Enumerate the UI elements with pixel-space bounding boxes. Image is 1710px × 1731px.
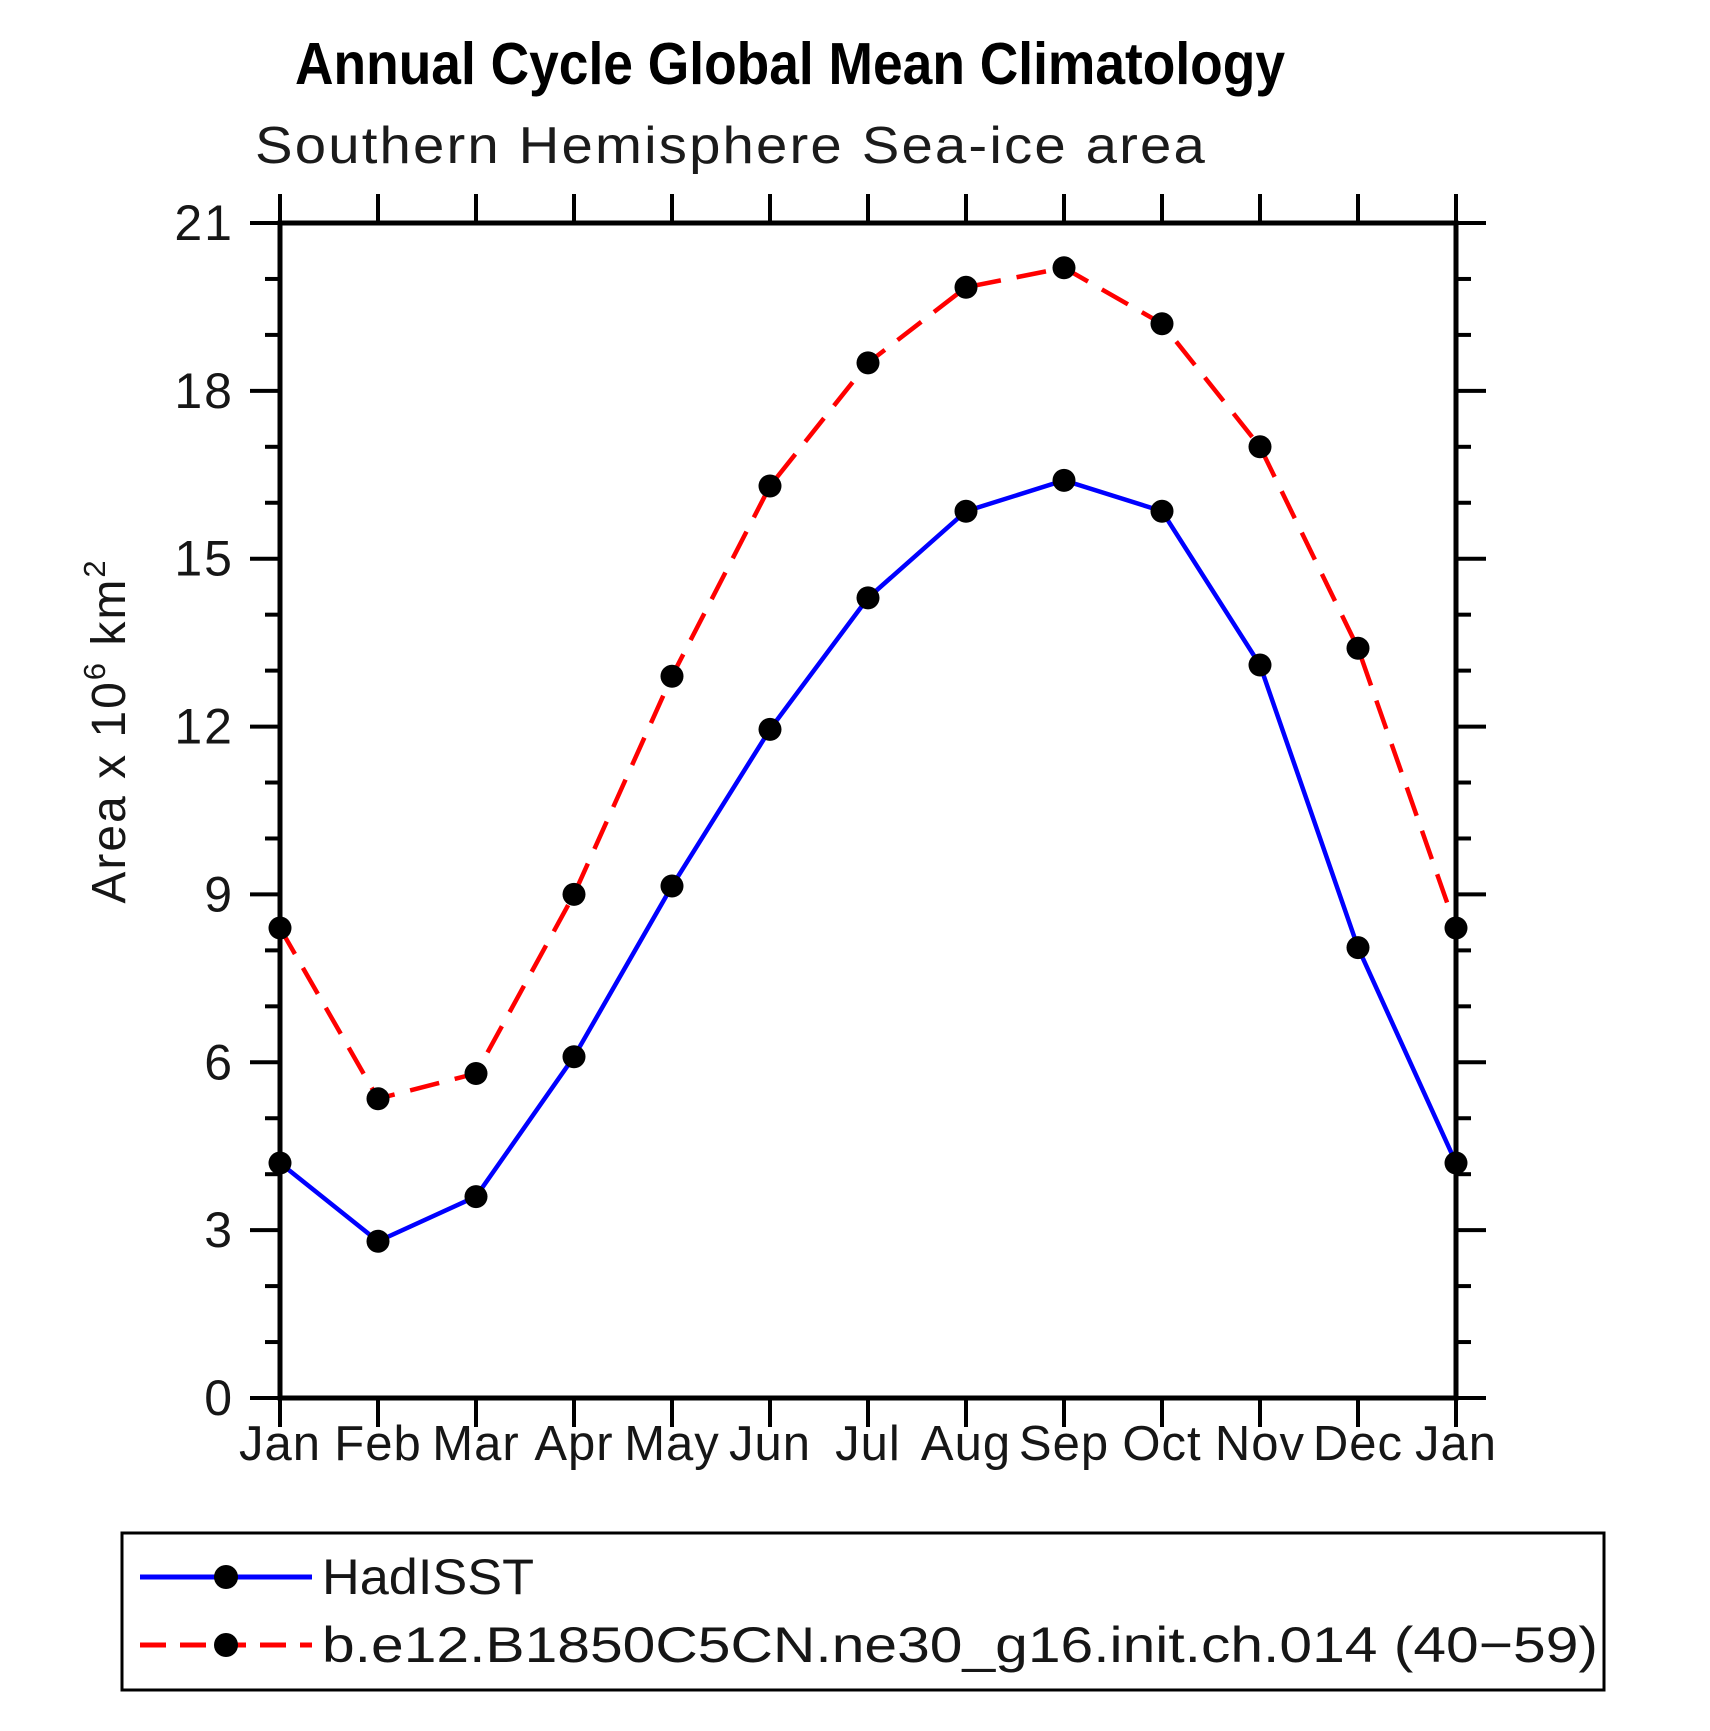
data-point-1 bbox=[1346, 636, 1370, 660]
data-point-0 bbox=[1444, 1151, 1468, 1175]
chart-title: Annual Cycle Global Mean Climatology bbox=[295, 31, 1285, 97]
series-line-1 bbox=[278, 265, 1459, 1102]
legend-label-model: b.e12.B1850C5CN.ne30_g16.init.ch.014 (40… bbox=[322, 1617, 1598, 1673]
y-tick-label: 0 bbox=[204, 1370, 234, 1426]
data-point-1 bbox=[856, 351, 880, 375]
y-axis-title: Area x 106 km2 bbox=[77, 558, 136, 903]
data-point-0 bbox=[366, 1229, 390, 1253]
x-tick-label: Dec bbox=[1313, 1417, 1403, 1471]
y-tick-label: 18 bbox=[174, 363, 234, 419]
legend-border bbox=[120, 1531, 1606, 1692]
x-tick-label: May bbox=[624, 1417, 720, 1471]
legend-sample-marker-hadisst bbox=[214, 1565, 238, 1589]
data-point-1 bbox=[1052, 256, 1076, 280]
x-tick-label: Feb bbox=[334, 1417, 421, 1471]
x-tick-label: Sep bbox=[1019, 1417, 1109, 1471]
legend: HadISST b.e12.B1850C5CN.ne30_g16.init.ch… bbox=[120, 1531, 1606, 1692]
x-tick-label: Jul bbox=[835, 1417, 901, 1471]
axes bbox=[250, 194, 1486, 1427]
y-axis-tick-labels: 0 3 6 9 12 15 18 21 bbox=[174, 195, 234, 1426]
y-axis-title-text: Area x 106 km2 bbox=[77, 558, 136, 903]
legend-label-hadisst: HadISST bbox=[322, 1549, 534, 1605]
legend-sample-marker-model bbox=[214, 1633, 238, 1657]
y-tick-label: 6 bbox=[204, 1034, 234, 1090]
x-tick-label: Oct bbox=[1122, 1417, 1201, 1471]
data-point-0 bbox=[954, 499, 978, 523]
data-series bbox=[268, 256, 1468, 1253]
data-point-1 bbox=[758, 474, 782, 498]
data-point-1 bbox=[562, 882, 586, 906]
x-tick-label: Nov bbox=[1215, 1417, 1305, 1471]
data-point-0 bbox=[562, 1045, 586, 1069]
x-tick-label: Aug bbox=[921, 1417, 1011, 1471]
y-tick-label: 21 bbox=[174, 195, 234, 251]
x-tick-label: Apr bbox=[534, 1417, 613, 1471]
data-point-0 bbox=[1346, 936, 1370, 960]
data-point-0 bbox=[1052, 468, 1076, 492]
data-point-1 bbox=[464, 1062, 488, 1085]
data-point-0 bbox=[856, 586, 880, 610]
data-point-0 bbox=[268, 1151, 292, 1175]
data-point-1 bbox=[366, 1087, 390, 1111]
data-point-1 bbox=[1150, 312, 1174, 336]
x-tick-label: Jan bbox=[1415, 1417, 1497, 1471]
data-point-0 bbox=[1150, 499, 1174, 523]
data-point-0 bbox=[1248, 653, 1272, 677]
data-point-0 bbox=[758, 717, 782, 741]
plot-box bbox=[277, 220, 1459, 1401]
chart-subtitle: Southern Hemisphere Sea-ice area bbox=[255, 117, 1207, 175]
data-point-1 bbox=[1248, 435, 1272, 459]
data-point-1 bbox=[1444, 916, 1468, 940]
y-tick-label: 12 bbox=[174, 699, 234, 755]
x-tick-label: Jun bbox=[729, 1417, 811, 1471]
data-point-1 bbox=[660, 664, 684, 688]
data-point-1 bbox=[954, 275, 978, 299]
x-tick-label: Jan bbox=[239, 1417, 321, 1471]
data-point-0 bbox=[660, 874, 684, 898]
data-point-0 bbox=[464, 1185, 488, 1209]
y-tick-label: 9 bbox=[204, 866, 234, 922]
y-tick-label: 3 bbox=[204, 1202, 234, 1258]
y-tick-label: 15 bbox=[174, 531, 234, 587]
x-axis-tick-labels: Jan Feb Mar Apr May Jun Jul Aug Sep Oct Nov Dec Jan bbox=[239, 1417, 1497, 1471]
x-tick-label: Mar bbox=[432, 1417, 519, 1471]
data-point-1 bbox=[268, 916, 292, 940]
